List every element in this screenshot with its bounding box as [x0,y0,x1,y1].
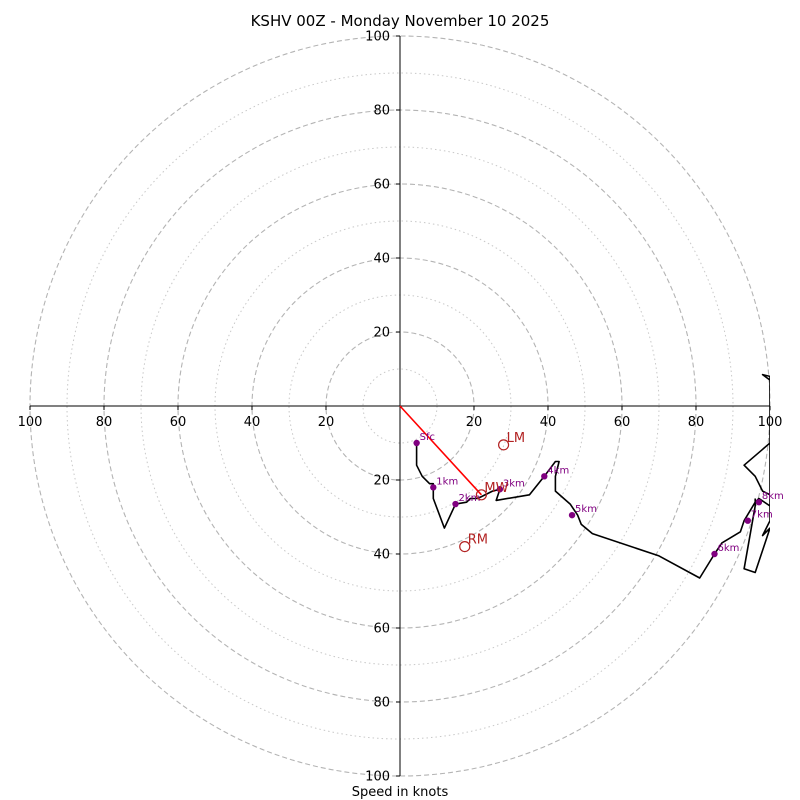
height-marker-label: 1km [436,476,458,487]
height-marker-label: 6km [718,543,740,554]
x-axis-label: Speed in knots [352,785,449,800]
tick-labels: 100 80 60 40 20 20 40 60 80 100 100 80 60 40 20 20 40 60 8… [18,30,783,785]
y-tick-label: 20 [373,474,390,489]
y-tick-label: 60 [373,622,390,637]
height-marker-dot [568,511,576,519]
height-marker-dot [452,500,459,508]
y-tick-label: 80 [373,696,390,711]
storm-motion-marker [475,489,487,501]
height-marker-dot [755,499,763,506]
height-marker-dot [413,439,420,447]
height-marker-label: 2km [459,493,481,504]
x-tick-label: 100 [18,415,43,430]
storm-motion-marker [498,439,510,451]
y-tick-label: 20 [373,326,390,341]
storm-motion-label: LM [507,431,525,446]
height-marker-label: Sfc [420,432,435,443]
height-marker-label: 3km [503,478,525,489]
height-marker-dot [711,550,718,558]
height-marker-label: 4km [547,465,569,476]
y-tick-label: 40 [373,548,390,563]
y-tick-label: 100 [365,30,390,45]
y-tick-label: 80 [373,104,390,119]
x-tick-label: 40 [540,415,557,430]
height-marker-dot [430,484,437,491]
height-marker-label: 5km [575,504,597,515]
x-tick-label: 40 [244,415,261,430]
height-marker-label: 8km [762,491,784,502]
x-tick-label: 20 [466,415,483,430]
y-tick-label: 100 [365,770,390,785]
height-marker-label: 7km [751,510,773,521]
x-tick-label: 20 [318,415,335,430]
x-tick-label: 80 [96,415,113,430]
shear-vector-line [399,405,482,496]
storm-motion-marker [459,540,471,553]
y-tick-label: 40 [373,252,390,267]
storm-motion-markers: LM MW RM [459,431,525,553]
height-marker-dot [744,517,751,524]
height-marker-dot [496,486,504,493]
chart-title: KSHV 00Z - Monday November 10 2025 [251,12,550,30]
shear-vector [399,405,482,496]
storm-motion-label: RM [468,533,488,548]
height-marker-dot [541,473,548,480]
x-tick-label: 60 [614,415,631,430]
storm-motion-label: MW [484,481,508,496]
x-tick-label: 60 [170,415,187,430]
y-tick-label: 60 [373,178,390,193]
x-tick-label: 80 [688,415,705,430]
